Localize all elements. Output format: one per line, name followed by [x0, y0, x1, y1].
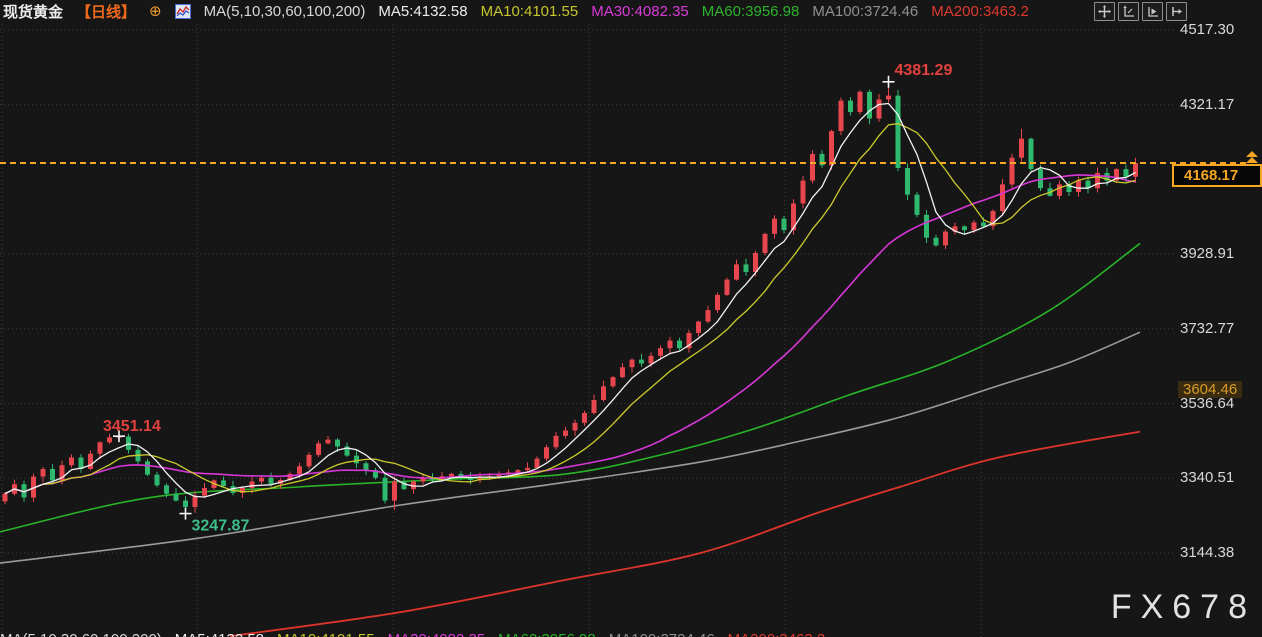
chart-header: 现货黄金 【日线】 ⊕ MA(5,10,30,60,100,200) MA5:4…: [3, 1, 1029, 22]
secondary-price-label: 3604.46: [1178, 380, 1243, 398]
ma-value-2: MA30:4082.35: [388, 631, 486, 637]
ma-value-0: MA5:4132.58: [175, 631, 264, 637]
scale-axis-button[interactable]: [1118, 2, 1139, 21]
ma-value-1: MA10:4101.55: [277, 631, 375, 637]
extreme-marker-icon: [882, 75, 895, 88]
jump-right-icon: [1172, 7, 1182, 16]
ma60-line: [0, 242, 1141, 533]
price-annotation: 4381.29: [895, 62, 953, 79]
ma-value-1: MA10:4101.55: [480, 3, 579, 20]
axis-tick: 3340.51: [1180, 469, 1235, 487]
clipped-secondary-legend: MA(5,10,30,60,100,200) MA5:4132.58 MA10:41…: [0, 631, 1150, 637]
ma-value-3: MA60:3956.98: [498, 631, 596, 637]
gridlines: [0, 24, 1175, 637]
ma-value-4: MA100:3724.46: [812, 3, 919, 20]
symbol-title: 现货黄金: [3, 4, 64, 21]
axis-scale-icon: [1123, 5, 1134, 17]
add-indicator-icon[interactable]: ⊕: [149, 3, 162, 20]
axis-tick: 4321.17: [1180, 95, 1235, 113]
ma100-line: [0, 331, 1141, 564]
ma-group-label: MA(5,10,30,60,100,200): [203, 3, 366, 20]
ma-value-4: MA100:3724.46: [609, 631, 715, 637]
price-annotation: 3451.14: [103, 418, 161, 435]
jump-to-latest-button[interactable]: [1166, 2, 1187, 21]
axis-tick: 4517.30: [1180, 21, 1235, 38]
period-label[interactable]: 【日线】: [76, 4, 137, 21]
current-price-value: 4168.17: [1184, 166, 1239, 184]
axis-tick: 3928.91: [1180, 245, 1235, 263]
current-price-tag: 4168.17: [1172, 163, 1262, 187]
watermark: FX678: [1110, 588, 1256, 626]
ma30-line: [4, 174, 1136, 495]
ma5-line: [4, 102, 1136, 498]
chart-toolbar: [1094, 2, 1187, 21]
extreme-marker-icon: [179, 507, 192, 520]
axis-tick: 3144.38: [1180, 544, 1235, 561]
play-chart-button[interactable]: [1142, 2, 1163, 21]
extreme-marker-icon: [113, 430, 125, 443]
ma-value-5: MA200:3463.2: [931, 3, 1029, 20]
ma10-line: [4, 122, 1136, 495]
axis-tick: 3536.64: [1180, 394, 1235, 412]
price-annotation: 3247.87: [192, 518, 250, 535]
price-arrow-icon: [1246, 150, 1258, 163]
ma-value-0: MA5:4132.58: [378, 3, 468, 20]
ma-value-2: MA30:4082.35: [591, 3, 689, 20]
axis-tick: 3732.77: [1180, 319, 1235, 337]
ma-group-label: MA(5,10,30,60,100,200): [0, 631, 162, 637]
pan-tool-button[interactable]: [1094, 2, 1115, 21]
candles: [2, 81, 1138, 514]
pan-crosshair-icon: [1098, 5, 1111, 18]
ma-value-3: MA60:3956.98: [701, 3, 800, 20]
chart-play-icon: [1148, 7, 1158, 17]
ma-value-5: MA200:3463.2: [728, 631, 826, 637]
ma200-line: [229, 430, 1141, 637]
chart-type-icon[interactable]: [174, 4, 191, 19]
